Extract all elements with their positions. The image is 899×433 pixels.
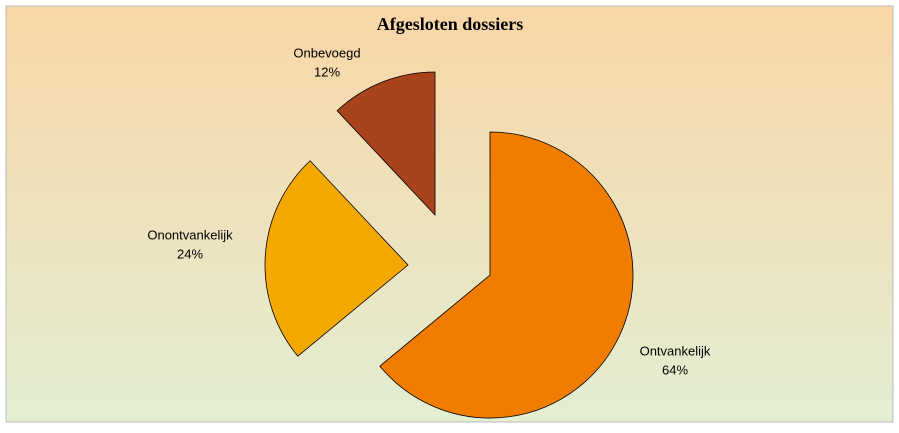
slice-value-label: 12% <box>314 64 340 79</box>
chart-title: Afgesloten dossiers <box>377 14 524 34</box>
slice-value-label: 24% <box>177 246 203 261</box>
pie-slice <box>336 71 436 217</box>
pie-slice <box>379 131 634 419</box>
slice-label: Onontvankelijk <box>147 227 233 242</box>
pie-slice <box>264 160 409 357</box>
slice-label: Ontvankelijk <box>640 343 711 358</box>
slice-label: Onbevoegd <box>293 45 360 60</box>
slice-value-label: 64% <box>662 362 688 377</box>
